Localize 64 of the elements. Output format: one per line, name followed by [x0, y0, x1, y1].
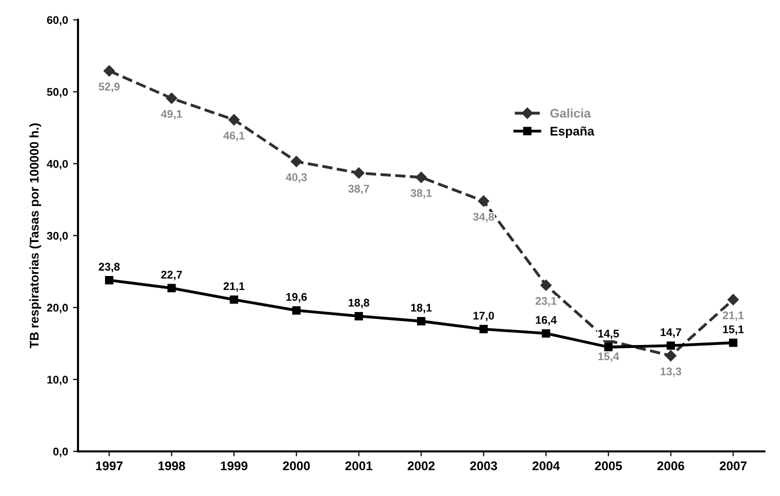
data-label: 16,4: [536, 316, 557, 326]
data-label: 18,1: [411, 304, 432, 314]
data-label: 17,0: [473, 312, 494, 322]
point: [478, 195, 490, 207]
point: [666, 341, 675, 350]
point: [416, 172, 427, 183]
data-label: 19,6: [286, 293, 307, 302]
data-label: 23,1: [536, 297, 557, 306]
data-label: 14,7: [660, 328, 682, 338]
point: [166, 92, 178, 104]
point: [104, 65, 115, 77]
point: [479, 324, 488, 334]
x-tick-label: 2003: [470, 461, 498, 470]
x-tick-label: 2002: [408, 461, 435, 470]
point: [729, 338, 738, 347]
data-label: 34,8: [473, 212, 494, 222]
data-label: 38,1: [410, 189, 432, 199]
data-label: 40,3: [286, 173, 307, 183]
point: [354, 312, 363, 320]
point: [290, 156, 302, 168]
data-label: 15,1: [723, 325, 744, 335]
data-label: 23,8: [98, 262, 120, 272]
x-tick-label: 1997: [96, 461, 123, 470]
point: [292, 306, 301, 315]
data-label: 22,7: [161, 270, 182, 280]
y-tick-label: 10,0: [47, 376, 68, 386]
x-tick-label: 2006: [657, 461, 684, 470]
data-label: 21,1: [224, 282, 245, 292]
data-label: 14,5: [598, 330, 619, 340]
x-tick-label: 2005: [594, 461, 622, 470]
point: [167, 284, 176, 292]
point: [542, 329, 550, 338]
x-tick-label: 1998: [158, 461, 186, 470]
y-tick-label: 30,0: [46, 232, 68, 242]
legend-label: España: [550, 126, 594, 138]
point: [228, 114, 240, 126]
data-label: 15,4: [598, 352, 620, 362]
point: [230, 295, 238, 304]
point: [728, 294, 739, 306]
y-tick-label: 40,0: [46, 160, 68, 170]
data-label: 13,3: [660, 367, 682, 377]
point: [353, 167, 364, 179]
y-tick-label: 0,0: [53, 448, 68, 458]
point: [604, 342, 613, 352]
data-label: 18,8: [348, 298, 370, 308]
y-tick-label: 20,0: [47, 304, 68, 314]
x-tick-label: 2000: [282, 461, 310, 470]
data-label: 49,1: [160, 110, 182, 120]
legend-label: Galicia: [550, 108, 591, 118]
y-tick-label: 60,0: [47, 16, 68, 26]
point: [665, 350, 676, 362]
x-tick-label: 2001: [345, 461, 372, 470]
y-axis-title: TB respiratorias (Tasas por 100000 h.): [29, 123, 42, 348]
point: [417, 317, 426, 326]
x-tick-label: 2007: [720, 461, 747, 470]
data-label: 46,1: [223, 132, 245, 142]
x-tick-label: 2004: [532, 461, 560, 470]
point: [540, 280, 552, 291]
y-tick-label: 50,0: [46, 88, 68, 98]
data-label: 38,7: [348, 184, 370, 194]
x-tick-label: 1999: [220, 461, 248, 470]
point: [105, 276, 114, 284]
data-label: 52,9: [98, 82, 120, 92]
data-label: 21,1: [722, 311, 744, 321]
